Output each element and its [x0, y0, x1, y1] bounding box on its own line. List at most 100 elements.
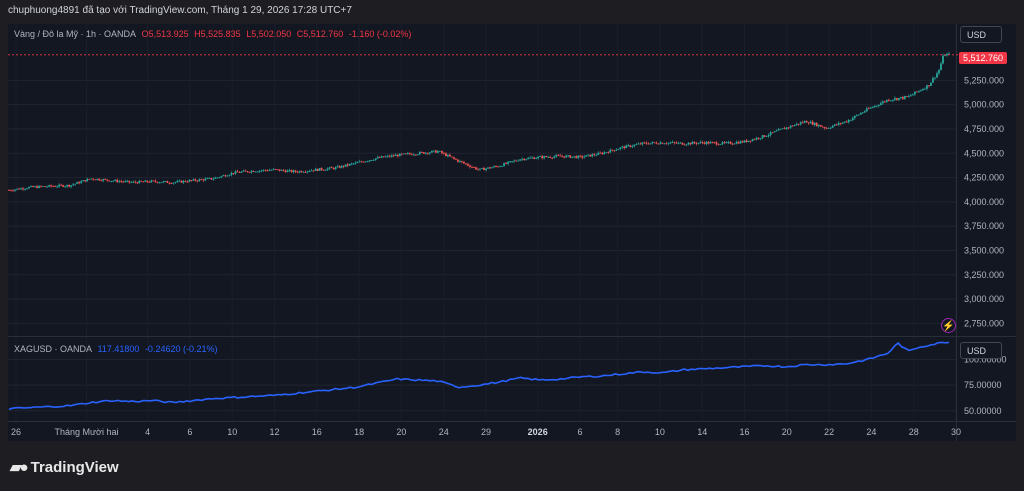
candle-body: [306, 171, 309, 172]
candle-body: [148, 181, 151, 183]
candle-body: [459, 161, 461, 162]
tradingview-logo[interactable]: ▰● TradingView: [10, 458, 119, 477]
candle-body: [178, 180, 181, 182]
candle-body: [793, 124, 796, 127]
candle-body: [453, 157, 455, 159]
candle-body: [725, 142, 728, 143]
candle-body: [210, 177, 213, 180]
candle-body: [224, 175, 227, 177]
candle-body: [356, 162, 359, 163]
candle-body: [671, 142, 674, 143]
candle-body: [160, 182, 163, 184]
candle-body: [835, 124, 838, 126]
candle-body: [587, 154, 590, 156]
candle-body: [845, 121, 848, 123]
candle-body: [751, 139, 754, 142]
candle-body: [294, 170, 297, 172]
candle-body: [623, 146, 626, 149]
sub-legend: XAGUSD · OANDA 117.41800 -0.24620 (-0.21…: [14, 344, 220, 354]
candle-body: [70, 185, 73, 187]
candle-body: [697, 142, 700, 144]
candle-body: [489, 167, 491, 169]
candle-body: [663, 143, 666, 145]
candle-body: [611, 149, 614, 151]
currency-button-sub[interactable]: USD: [960, 342, 1002, 359]
candle-body: [651, 142, 654, 144]
candle-body: [831, 125, 834, 128]
candle-body: [695, 143, 698, 144]
candle-body: [404, 153, 407, 155]
candle-body: [96, 178, 99, 180]
candle-body: [819, 125, 822, 127]
candle-body: [176, 181, 179, 183]
x-tick-label: 18: [354, 427, 364, 437]
candle-body: [378, 157, 381, 158]
candle-body: [290, 170, 293, 173]
candle-body: [104, 179, 107, 180]
candle-body: [412, 154, 415, 156]
lightning-icon[interactable]: ⚡: [941, 318, 956, 333]
candle-body: [759, 138, 762, 139]
candle-body: [152, 180, 155, 182]
candle-body: [721, 142, 724, 145]
candle-body: [260, 170, 263, 172]
candle-body: [138, 180, 141, 184]
x-tick-label: 20: [782, 427, 792, 437]
candle-body: [172, 182, 175, 184]
candle-body: [340, 165, 343, 168]
candle-body: [595, 154, 598, 156]
candle-body: [825, 128, 828, 129]
candle-body: [703, 142, 706, 144]
candle-body: [364, 161, 367, 163]
candle-body: [26, 188, 28, 190]
candle-body: [382, 156, 385, 158]
candle-body: [757, 137, 760, 139]
candle-body: [418, 152, 421, 155]
chart-caption: chuphuong4891 đã tạo với TradingView.com…: [8, 5, 352, 16]
candle-body: [192, 179, 195, 181]
candle-body: [811, 121, 814, 125]
tv-logo-icon: ▰●: [10, 459, 29, 476]
candle-body: [761, 135, 764, 139]
candle-body: [66, 184, 69, 187]
x-tick-label: 24: [866, 427, 876, 437]
main-y-tick-label: 4,750.000: [964, 124, 1004, 134]
candle-body: [338, 166, 341, 168]
candle-body: [256, 171, 259, 173]
candle-body: [571, 156, 574, 158]
candle-body: [910, 95, 912, 97]
candle-body: [216, 177, 219, 179]
candle-body: [477, 169, 479, 171]
chart-svg[interactable]: 2,750.000 3,000.000 3,250.000 3,500.000 3,75…: [8, 24, 1016, 441]
candle-body: [485, 168, 487, 171]
candle-body: [533, 157, 536, 159]
candle-body: [240, 171, 243, 173]
candle-body: [384, 156, 387, 158]
candle-body: [428, 152, 431, 154]
candle-body: [869, 107, 872, 109]
x-tick-label: 6: [187, 427, 192, 437]
candle-body: [386, 155, 389, 157]
currency-button-main[interactable]: USD: [960, 26, 1002, 43]
candle-body: [16, 188, 18, 190]
candle-body: [613, 150, 616, 152]
x-tick-label: 22: [824, 427, 834, 437]
candle-body: [222, 175, 225, 177]
candle-body: [545, 156, 548, 157]
candle-body: [433, 150, 435, 152]
candle-body: [655, 142, 658, 144]
candle-body: [537, 156, 540, 159]
candle-body: [304, 171, 307, 173]
candle-body: [515, 160, 517, 162]
candle-body: [799, 122, 802, 125]
candle-body: [555, 155, 558, 157]
candle-body: [100, 180, 103, 182]
candle-body: [709, 142, 712, 144]
candle-body: [705, 141, 708, 144]
candle-body: [581, 156, 584, 158]
chart-panel[interactable]: 2,750.000 3,000.000 3,250.000 3,500.000 3,75…: [8, 24, 1016, 441]
candle-body: [164, 181, 167, 182]
candle-body: [298, 171, 301, 173]
candle-body: [924, 88, 926, 90]
candle-body: [914, 91, 916, 95]
